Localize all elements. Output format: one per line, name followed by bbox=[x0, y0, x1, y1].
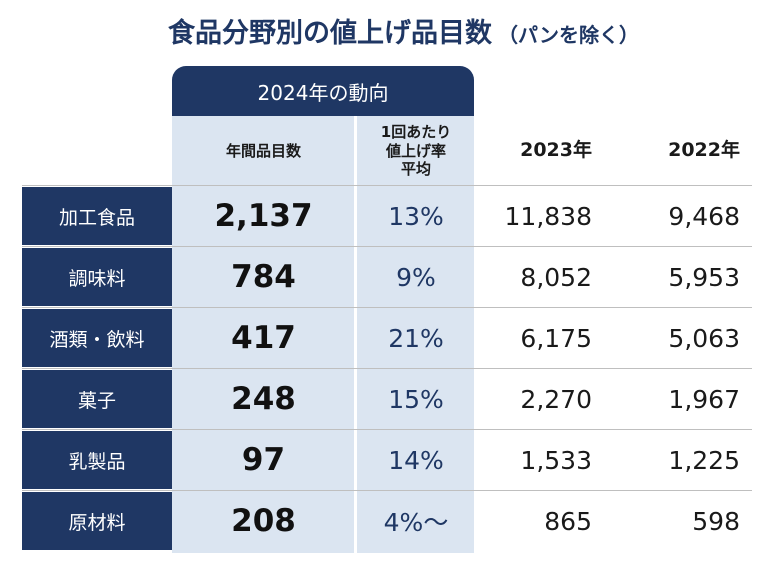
cell-items: 208 bbox=[231, 503, 296, 539]
cell-2023: 2,270 bbox=[520, 384, 592, 414]
row-category: 酒類・飲料 bbox=[22, 309, 172, 367]
chart-title: 食品分野別の値上げ品目数 （パンを除く） bbox=[168, 14, 728, 54]
row-category: 原材料 bbox=[22, 492, 172, 550]
cell-rate: 13% bbox=[388, 201, 444, 231]
cell-2023: 6,175 bbox=[520, 323, 592, 353]
title-main: 食品分野別の値上げ品目数 bbox=[168, 18, 492, 49]
cell-rate: 9% bbox=[396, 262, 436, 292]
cell-items: 784 bbox=[231, 259, 296, 295]
col-header-rate: 1回あたり 値上げ率 平均 bbox=[380, 122, 452, 179]
cell-rate: 14% bbox=[388, 445, 444, 475]
cell-2022: 5,953 bbox=[668, 262, 740, 292]
cell-2023: 11,838 bbox=[504, 201, 592, 231]
col-header-2023: 2023年 bbox=[520, 139, 592, 162]
row-divider bbox=[22, 429, 752, 430]
row-category: 調味料 bbox=[22, 248, 172, 306]
cell-rate: 4%～ bbox=[383, 508, 449, 537]
cell-items: 97 bbox=[241, 442, 286, 478]
cell-2022: 1,967 bbox=[668, 384, 740, 414]
row-divider bbox=[22, 246, 752, 247]
col-header-2022: 2022年 bbox=[668, 139, 740, 162]
cell-2023: 8,052 bbox=[520, 262, 592, 292]
cell-2023: 1,533 bbox=[520, 445, 592, 475]
row-divider bbox=[22, 307, 752, 308]
row-category: 加工食品 bbox=[22, 187, 172, 245]
row-category: 乳製品 bbox=[22, 431, 172, 489]
group-header-2024: 2024年の動向 bbox=[172, 66, 474, 116]
cell-rate: 15% bbox=[388, 384, 444, 414]
row-divider bbox=[22, 490, 752, 491]
cell-items: 417 bbox=[231, 320, 296, 356]
cell-items: 248 bbox=[231, 381, 296, 417]
highlight-column-background bbox=[172, 116, 474, 553]
cell-2022: 9,468 bbox=[668, 201, 740, 231]
row-category: 菓子 bbox=[22, 370, 172, 428]
row-divider bbox=[22, 185, 752, 186]
column-separator bbox=[354, 116, 357, 553]
cell-2022: 598 bbox=[692, 506, 740, 536]
col-header-items: 年間品目数 bbox=[225, 141, 301, 160]
cell-2023: 865 bbox=[544, 506, 592, 536]
cell-2022: 1,225 bbox=[668, 445, 740, 475]
title-subtitle: （パンを除く） bbox=[498, 23, 639, 47]
cell-rate: 21% bbox=[388, 323, 444, 353]
cell-2022: 5,063 bbox=[668, 323, 740, 353]
row-divider bbox=[22, 368, 752, 369]
cell-items: 2,137 bbox=[214, 198, 313, 234]
